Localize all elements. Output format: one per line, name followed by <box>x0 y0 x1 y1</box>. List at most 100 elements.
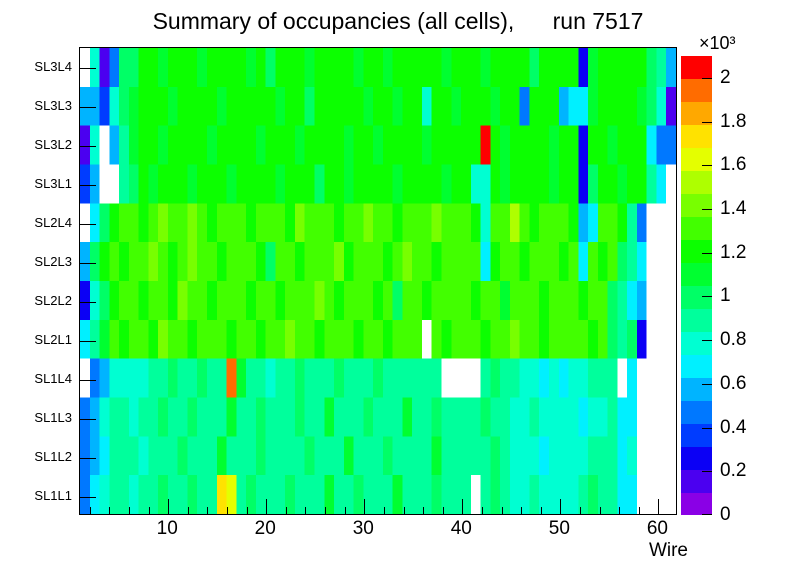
heatmap-cell <box>119 397 129 437</box>
heatmap-cell <box>588 319 598 359</box>
heatmap-cell <box>109 358 120 398</box>
heatmap-cell <box>509 125 520 165</box>
heatmap-cell <box>519 86 530 126</box>
heatmap-cell <box>529 164 540 204</box>
heatmap-cell <box>636 319 647 359</box>
heatmap-cell <box>216 203 227 243</box>
heatmap-cell <box>294 48 305 87</box>
heatmap-cell <box>373 242 383 281</box>
heatmap-cell <box>558 397 569 437</box>
heatmap-cell <box>177 436 188 476</box>
heatmap-cell <box>158 358 168 398</box>
heatmap-cell <box>255 281 266 320</box>
heatmap-cell <box>167 203 178 243</box>
heatmap-cell <box>588 397 598 437</box>
heatmap-cell <box>265 48 276 87</box>
heatmap-cell <box>656 125 667 165</box>
heatmap-cell <box>646 164 657 204</box>
heatmap-cell <box>119 86 129 126</box>
heatmap-cell <box>207 48 217 87</box>
heatmap-cell <box>412 203 422 243</box>
heatmap-cell <box>158 86 168 126</box>
heatmap-cell <box>578 164 589 204</box>
heatmap-cell <box>392 48 403 87</box>
heatmap-cell <box>119 48 129 87</box>
heatmap-cell <box>500 397 510 437</box>
heatmap-cell <box>255 397 266 437</box>
heatmap-cell <box>363 86 374 126</box>
heatmap-cell <box>568 164 579 204</box>
heatmap-cell <box>617 164 628 204</box>
heatmap-cell <box>568 319 579 359</box>
heatmap-cell <box>197 475 208 514</box>
heatmap-cell <box>226 48 237 87</box>
color-scale-band <box>681 170 712 195</box>
heatmap-cell <box>334 242 344 281</box>
heatmap-cell <box>343 125 354 165</box>
heatmap-cell <box>177 281 188 320</box>
heatmap-cell <box>421 436 432 476</box>
color-scale-band <box>681 469 712 493</box>
heatmap-cell <box>627 86 637 126</box>
heatmap-cell <box>373 125 383 165</box>
heatmap-cell <box>500 203 510 243</box>
heatmap-cell <box>402 242 413 281</box>
heatmap-cell <box>285 358 295 398</box>
heatmap-cell <box>363 281 374 320</box>
heatmap-cell <box>363 164 374 204</box>
heatmap-cell <box>304 242 315 281</box>
heatmap-cell <box>548 281 559 320</box>
heatmap-cell <box>343 358 354 398</box>
heatmap-cell <box>529 125 540 165</box>
heatmap-cell <box>343 86 354 126</box>
heatmap-cell <box>597 203 608 243</box>
color-scale-band <box>681 331 712 355</box>
heatmap-cell <box>382 242 393 281</box>
heatmap-cell <box>167 436 178 476</box>
heatmap-cell <box>392 203 403 243</box>
heatmap-cell <box>607 319 618 359</box>
heatmap-cell <box>177 164 188 204</box>
x-minor-tick <box>383 507 385 514</box>
heatmap-cell <box>617 203 628 243</box>
color-scale-band <box>681 285 712 309</box>
heatmap-cell <box>148 48 159 87</box>
heatmap-cell <box>412 358 422 398</box>
heatmap-cell <box>207 164 217 204</box>
heatmap-cell <box>158 281 168 320</box>
color-scale-tick <box>702 252 712 254</box>
color-scale-band <box>681 124 712 149</box>
y-row-label: SL3L4 <box>34 59 72 74</box>
heatmap-cell <box>509 242 520 281</box>
heatmap-cell <box>255 242 266 281</box>
heatmap-cell <box>128 86 139 126</box>
heatmap-cell <box>548 48 559 87</box>
heatmap-cell <box>207 358 217 398</box>
heatmap-cell <box>226 125 237 165</box>
y-row-label: SL2L3 <box>34 254 72 269</box>
heatmap-cell <box>255 358 266 398</box>
color-scale-tick-label: 0 <box>720 504 731 525</box>
heatmap-cell <box>509 358 520 398</box>
heatmap-cell <box>246 319 256 359</box>
heatmap-cell <box>451 281 462 320</box>
heatmap-cell <box>275 397 286 437</box>
heatmap-cell <box>607 48 618 87</box>
heatmap-cell <box>304 475 315 514</box>
heatmap-cell <box>216 125 227 165</box>
heatmap-cell <box>373 86 383 126</box>
heatmap-cell <box>548 475 559 514</box>
chart-title: Summary of occupancies (all cells), run … <box>152 8 644 34</box>
color-scale-band <box>681 239 712 264</box>
heatmap-cell <box>382 86 393 126</box>
x-minor-tick <box>148 507 150 514</box>
heatmap-cell <box>402 358 413 398</box>
heatmap-cell <box>548 436 559 476</box>
heatmap-cell <box>158 164 168 204</box>
heatmap-cell <box>490 475 501 514</box>
heatmap-cell <box>500 125 510 165</box>
heatmap-cell <box>80 319 90 359</box>
heatmap-cell <box>392 86 403 126</box>
heatmap-cell <box>285 125 295 165</box>
heatmap-cell <box>109 203 120 243</box>
